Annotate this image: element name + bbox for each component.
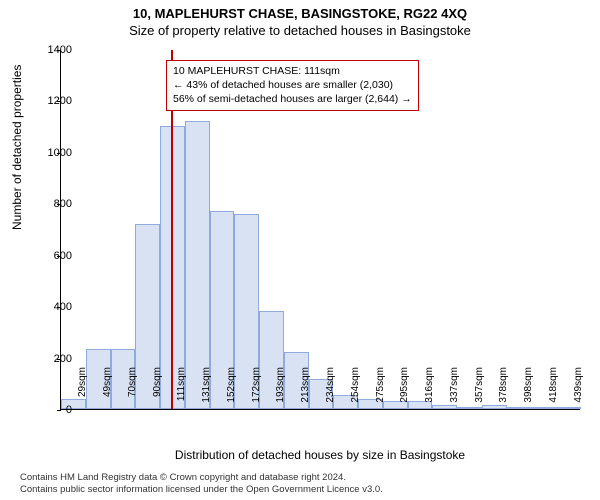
xtick-label: 193sqm	[275, 367, 286, 412]
ytick-label: 200	[32, 353, 72, 365]
ytick-label: 400	[32, 301, 72, 313]
histogram-bar	[185, 121, 210, 409]
xtick-label: 70sqm	[127, 367, 138, 412]
page-title-address: 10, MAPLEHURST CHASE, BASINGSTOKE, RG22 …	[0, 6, 600, 23]
footer-attribution: Contains HM Land Registry data © Crown c…	[20, 472, 383, 496]
xtick-label: 29sqm	[77, 367, 88, 412]
xtick-label: 378sqm	[498, 367, 509, 412]
xtick-label: 295sqm	[399, 367, 410, 412]
ytick-label: 600	[32, 250, 72, 262]
footer-line2: Contains public sector information licen…	[20, 484, 383, 496]
y-axis-label: Number of detached properties	[10, 65, 24, 230]
xtick-label: 357sqm	[474, 367, 485, 412]
histogram-chart: 29sqm 49sqm 70sqm 90sqm 111sqm 131sqm 152sqm 17…	[60, 50, 580, 410]
xtick-label: 213sqm	[300, 367, 311, 412]
xtick-label: 398sqm	[523, 367, 534, 412]
plot-area: 29sqm 49sqm 70sqm 90sqm 111sqm 131sqm 152sqm 17…	[60, 50, 580, 410]
xtick-label: 316sqm	[424, 367, 435, 412]
annotation-line: 56% of semi-detached houses are larger (…	[173, 92, 412, 106]
xtick-label: 49sqm	[102, 367, 113, 412]
xtick-label: 254sqm	[350, 367, 361, 412]
xtick-label: 275sqm	[375, 367, 386, 412]
ytick-label: 0	[32, 404, 72, 416]
annotation-line: ← 43% of detached houses are smaller (2,…	[173, 78, 412, 92]
annotation-box: 10 MAPLEHURST CHASE: 111sqm← 43% of deta…	[166, 60, 419, 111]
xtick-label: 90sqm	[152, 367, 163, 412]
xtick-label: 131sqm	[201, 367, 212, 412]
xtick-label: 439sqm	[573, 367, 584, 412]
ytick-label: 1400	[32, 44, 72, 56]
x-axis-label: Distribution of detached houses by size …	[60, 448, 580, 462]
footer-line1: Contains HM Land Registry data © Crown c…	[20, 472, 383, 484]
ytick-label: 1200	[32, 95, 72, 107]
ytick-label: 1000	[32, 147, 72, 159]
xtick-label: 152sqm	[226, 367, 237, 412]
annotation-line: 10 MAPLEHURST CHASE: 111sqm	[173, 64, 412, 78]
xtick-label: 418sqm	[548, 367, 559, 412]
xtick-label: 234sqm	[325, 367, 336, 412]
page-title-desc: Size of property relative to detached ho…	[0, 23, 600, 40]
xtick-label: 337sqm	[449, 367, 460, 412]
xtick-label: 172sqm	[251, 367, 262, 412]
xtick-label: 111sqm	[176, 367, 187, 412]
ytick-label: 800	[32, 198, 72, 210]
